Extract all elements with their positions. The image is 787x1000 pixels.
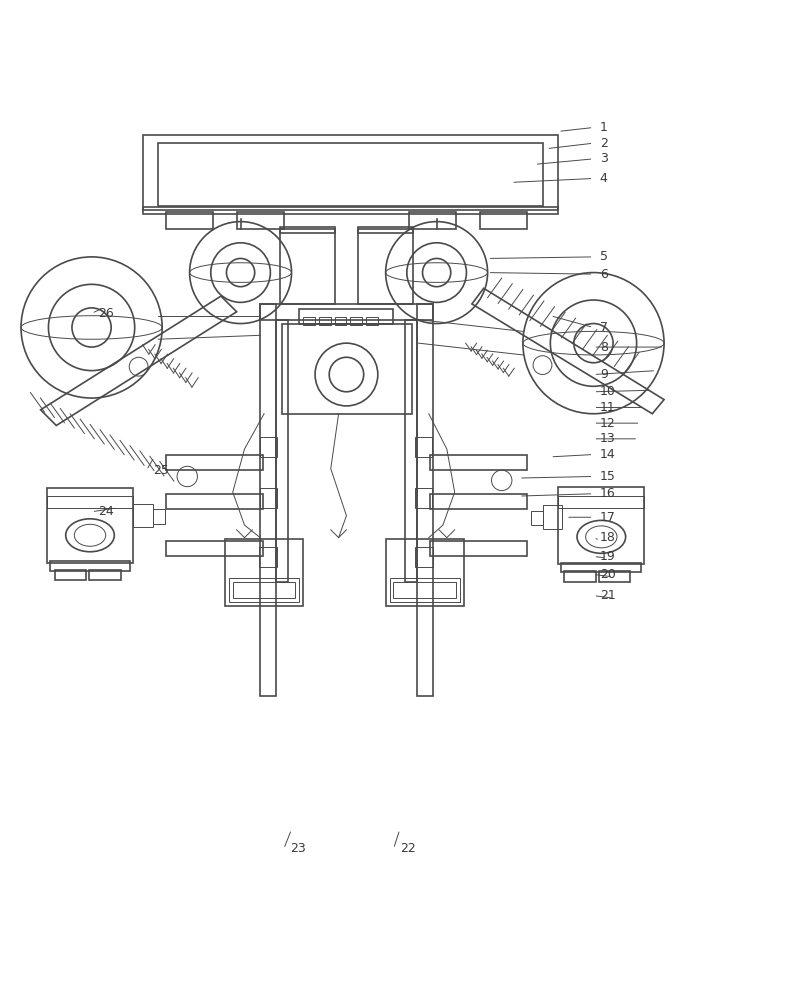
Text: 5: 5 <box>600 250 608 263</box>
Bar <box>430 541 527 556</box>
Bar <box>542 505 562 529</box>
Bar <box>366 317 378 325</box>
Bar <box>50 561 130 571</box>
Bar <box>299 309 394 324</box>
Text: 26: 26 <box>98 307 113 320</box>
Bar <box>133 504 153 527</box>
Bar <box>350 317 362 325</box>
Bar <box>260 304 433 320</box>
Bar <box>564 571 596 582</box>
Text: 16: 16 <box>600 487 615 500</box>
Text: 18: 18 <box>600 531 615 544</box>
Bar <box>530 511 542 525</box>
Bar <box>283 324 412 414</box>
Bar <box>319 317 331 325</box>
Bar <box>229 578 299 602</box>
Bar <box>394 582 456 598</box>
Text: 15: 15 <box>600 470 615 483</box>
Bar <box>166 541 263 556</box>
Bar <box>55 570 86 580</box>
Bar <box>166 212 213 229</box>
Bar <box>259 547 278 567</box>
Bar <box>480 212 527 229</box>
Bar <box>153 509 164 524</box>
Text: 10: 10 <box>600 385 615 398</box>
Bar <box>390 578 460 602</box>
Bar <box>158 143 542 206</box>
Bar <box>430 455 527 470</box>
Bar <box>405 320 417 582</box>
Text: 25: 25 <box>153 464 168 477</box>
Text: 1: 1 <box>600 121 608 134</box>
Text: 13: 13 <box>600 432 615 445</box>
Text: 2: 2 <box>600 137 608 150</box>
Bar <box>415 488 432 508</box>
Bar <box>166 455 263 470</box>
Bar <box>303 317 315 325</box>
Bar <box>47 496 133 508</box>
Bar <box>558 487 645 564</box>
Bar <box>260 437 278 457</box>
Bar <box>561 563 641 572</box>
Bar <box>237 212 283 229</box>
Text: 24: 24 <box>98 505 113 518</box>
Bar <box>358 227 413 233</box>
Bar <box>599 571 630 582</box>
Bar <box>89 570 120 580</box>
Bar <box>386 539 464 606</box>
Text: 9: 9 <box>600 368 608 381</box>
Bar <box>415 437 432 457</box>
Bar <box>409 212 456 229</box>
Bar <box>47 488 133 563</box>
Bar <box>417 304 433 696</box>
Text: 21: 21 <box>600 589 615 602</box>
Text: 6: 6 <box>600 268 608 281</box>
Bar <box>430 494 527 509</box>
Bar <box>260 488 278 508</box>
Bar <box>558 496 645 508</box>
Text: 4: 4 <box>600 172 608 185</box>
Text: 20: 20 <box>600 568 615 581</box>
Bar <box>142 207 558 214</box>
Text: 17: 17 <box>600 511 615 524</box>
Text: 3: 3 <box>600 152 608 165</box>
Bar <box>415 547 434 567</box>
Bar <box>166 494 263 509</box>
Bar <box>225 539 303 606</box>
Text: 23: 23 <box>290 842 305 855</box>
Bar <box>260 304 276 696</box>
Bar <box>280 229 334 304</box>
Text: 14: 14 <box>600 448 615 461</box>
Text: 11: 11 <box>600 401 615 414</box>
Bar <box>233 582 295 598</box>
Bar <box>276 320 287 582</box>
Text: 22: 22 <box>400 842 416 855</box>
Bar <box>334 317 346 325</box>
Bar <box>280 227 334 233</box>
Bar <box>142 135 558 210</box>
Text: 8: 8 <box>600 341 608 354</box>
Text: 19: 19 <box>600 550 615 563</box>
Text: 7: 7 <box>600 321 608 334</box>
Text: 12: 12 <box>600 417 615 430</box>
Bar <box>358 229 413 304</box>
